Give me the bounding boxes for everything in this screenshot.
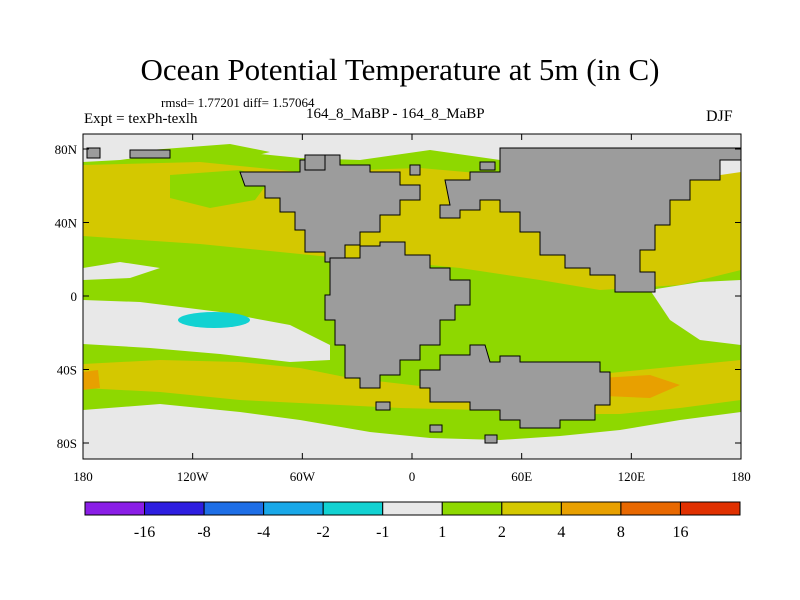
experiment-label: Expt = texPh-texlh xyxy=(84,111,198,127)
y-axis: 80N 40N 0 40S 80S xyxy=(55,142,741,451)
map-title: Ocean Potential Temperature at 5m (in C) xyxy=(140,52,660,87)
y-tick-label: 40S xyxy=(57,363,77,378)
land-island-south-3 xyxy=(375,401,391,411)
land-island-arctic xyxy=(129,149,171,159)
colorbar-label: -2 xyxy=(317,524,330,541)
x-tick-label: 120E xyxy=(618,469,646,484)
colorbar-label: 4 xyxy=(557,524,565,541)
colorbar-label: 1 xyxy=(438,524,446,541)
colorbar-label: -4 xyxy=(257,524,270,541)
cool-anomaly xyxy=(178,312,250,328)
land-island-arctic-2 xyxy=(86,147,101,159)
land-island-south xyxy=(484,434,498,444)
y-tick-label: 80N xyxy=(55,142,78,157)
antarctic-neutral xyxy=(83,404,741,459)
colorbar: -16 -8 -4 -2 -1 1 2 4 8 16 xyxy=(84,501,741,541)
colorbar-swatch xyxy=(441,501,503,516)
colorbar-swatch xyxy=(263,501,324,516)
x-axis: 180 120W 60W 0 60E 120E 180 xyxy=(73,134,751,484)
x-tick-label: 180 xyxy=(73,469,93,484)
colorbar-swatch xyxy=(501,501,562,516)
colorbar-swatch xyxy=(620,501,681,516)
neutral-patch-west xyxy=(83,262,160,280)
tropical-neutral xyxy=(83,300,330,362)
neutral-patch-east xyxy=(650,280,741,345)
runs-label: 164_8_MaBP - 164_8_MaBP xyxy=(306,106,485,122)
land-island-north xyxy=(304,154,326,171)
land-island-south-2 xyxy=(429,424,443,433)
land-south-america xyxy=(324,241,471,389)
land-eurasia xyxy=(439,147,741,293)
x-tick-label: 120W xyxy=(177,469,210,484)
colorbar-label: -1 xyxy=(376,524,389,541)
land-island-arctic-4 xyxy=(479,161,496,171)
colorbar-label: 8 xyxy=(617,524,625,541)
colorbar-swatch xyxy=(560,501,622,516)
x-tick-label: 0 xyxy=(409,469,416,484)
colorbar-label: 16 xyxy=(672,524,688,541)
land-africa-south xyxy=(419,344,611,429)
stats-label: rmsd= 1.77201 diff= 1.57064 xyxy=(161,95,315,110)
colorbar-label: -16 xyxy=(134,524,155,541)
warm-patch-southwest xyxy=(83,370,100,390)
y-tick-label: 80S xyxy=(57,436,77,451)
colorbar-swatch xyxy=(679,501,741,516)
y-tick-label: 0 xyxy=(71,289,78,304)
land-north-america xyxy=(239,154,421,263)
season-label: DJF xyxy=(706,108,733,125)
warm-patch-south xyxy=(600,375,680,398)
colorbar-swatch xyxy=(382,501,443,516)
land-island-arctic-3 xyxy=(409,164,421,176)
colorbar-swatch xyxy=(84,501,146,516)
colorbar-swatch xyxy=(203,501,265,516)
colorbar-swatch xyxy=(322,501,384,516)
arctic-green-patch xyxy=(150,144,270,162)
colorbar-label: -8 xyxy=(197,524,210,541)
colorbar-swatch xyxy=(144,501,205,516)
x-tick-label: 60E xyxy=(511,469,532,484)
map-plot xyxy=(83,134,741,459)
x-tick-label: 60W xyxy=(290,469,316,484)
y-tick-label: 40N xyxy=(55,216,78,231)
colorbar-label: 2 xyxy=(498,524,506,541)
x-tick-label: 180 xyxy=(731,469,751,484)
land-masses xyxy=(86,147,741,444)
